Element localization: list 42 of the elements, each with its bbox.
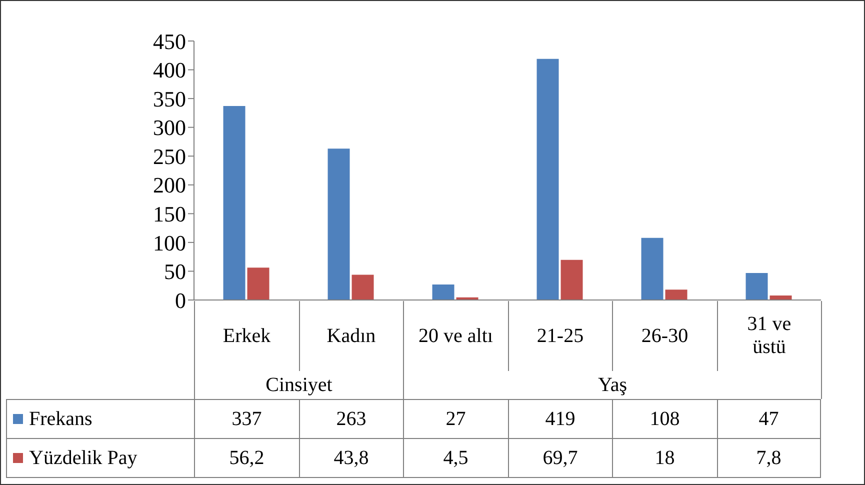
y-tick-label: 250: [153, 144, 186, 169]
data-label: 18: [612, 438, 716, 478]
data-label: 419: [508, 399, 612, 438]
data-label: 7,8: [716, 438, 821, 478]
x-tick-label: Kadın: [298, 301, 403, 371]
bar: [352, 274, 374, 300]
bar: [432, 284, 454, 300]
data-label: 4,5: [403, 438, 508, 478]
bar: [247, 268, 270, 300]
y-tick-label: 150: [153, 201, 186, 226]
bar: [746, 272, 768, 300]
data-label: 43,8: [298, 438, 403, 478]
legend-label: Yüzdelik Pay: [6, 438, 194, 478]
y-tick-label: 450: [153, 28, 186, 54]
y-tick-label: 200: [153, 172, 186, 198]
data-label: 263: [298, 399, 403, 438]
text: Cinsiyet: [194, 371, 403, 399]
data-label: 47: [716, 399, 821, 438]
data-label: 69,7: [508, 438, 612, 478]
data-label: 56,2: [194, 438, 298, 478]
y-tick-label: 100: [153, 230, 186, 256]
x-tick-label: 31 ve üstü: [716, 301, 821, 371]
x-tick-label: 21-25: [508, 301, 612, 371]
text: Yaş: [403, 371, 821, 399]
y-tick-label: 400: [153, 58, 186, 83]
bar: [223, 106, 246, 300]
data-label: 337: [194, 399, 298, 438]
bar: [328, 148, 350, 300]
y-tick-label: 0: [175, 288, 186, 313]
legend-label: Frekans: [6, 399, 194, 438]
y-tick-label: 50: [164, 259, 186, 284]
y-tick-label: 350: [153, 86, 186, 112]
x-tick-label: 20 ve altı: [403, 301, 508, 371]
data-label: 108: [612, 399, 716, 438]
bar: [641, 238, 664, 300]
y-tick-label: 300: [153, 115, 186, 140]
bar: [560, 260, 583, 300]
bar: [536, 58, 559, 300]
bar: [665, 290, 688, 300]
data-label: 27: [403, 399, 508, 438]
x-tick-label: 26-30: [612, 301, 716, 371]
x-tick-label: Erkek: [194, 301, 298, 371]
